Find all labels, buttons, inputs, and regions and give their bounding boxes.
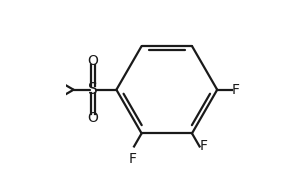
Text: S: S xyxy=(88,82,98,97)
Text: F: F xyxy=(199,139,207,154)
Text: O: O xyxy=(87,111,98,125)
Text: F: F xyxy=(128,151,136,166)
Text: F: F xyxy=(232,83,240,97)
Text: O: O xyxy=(87,54,98,68)
